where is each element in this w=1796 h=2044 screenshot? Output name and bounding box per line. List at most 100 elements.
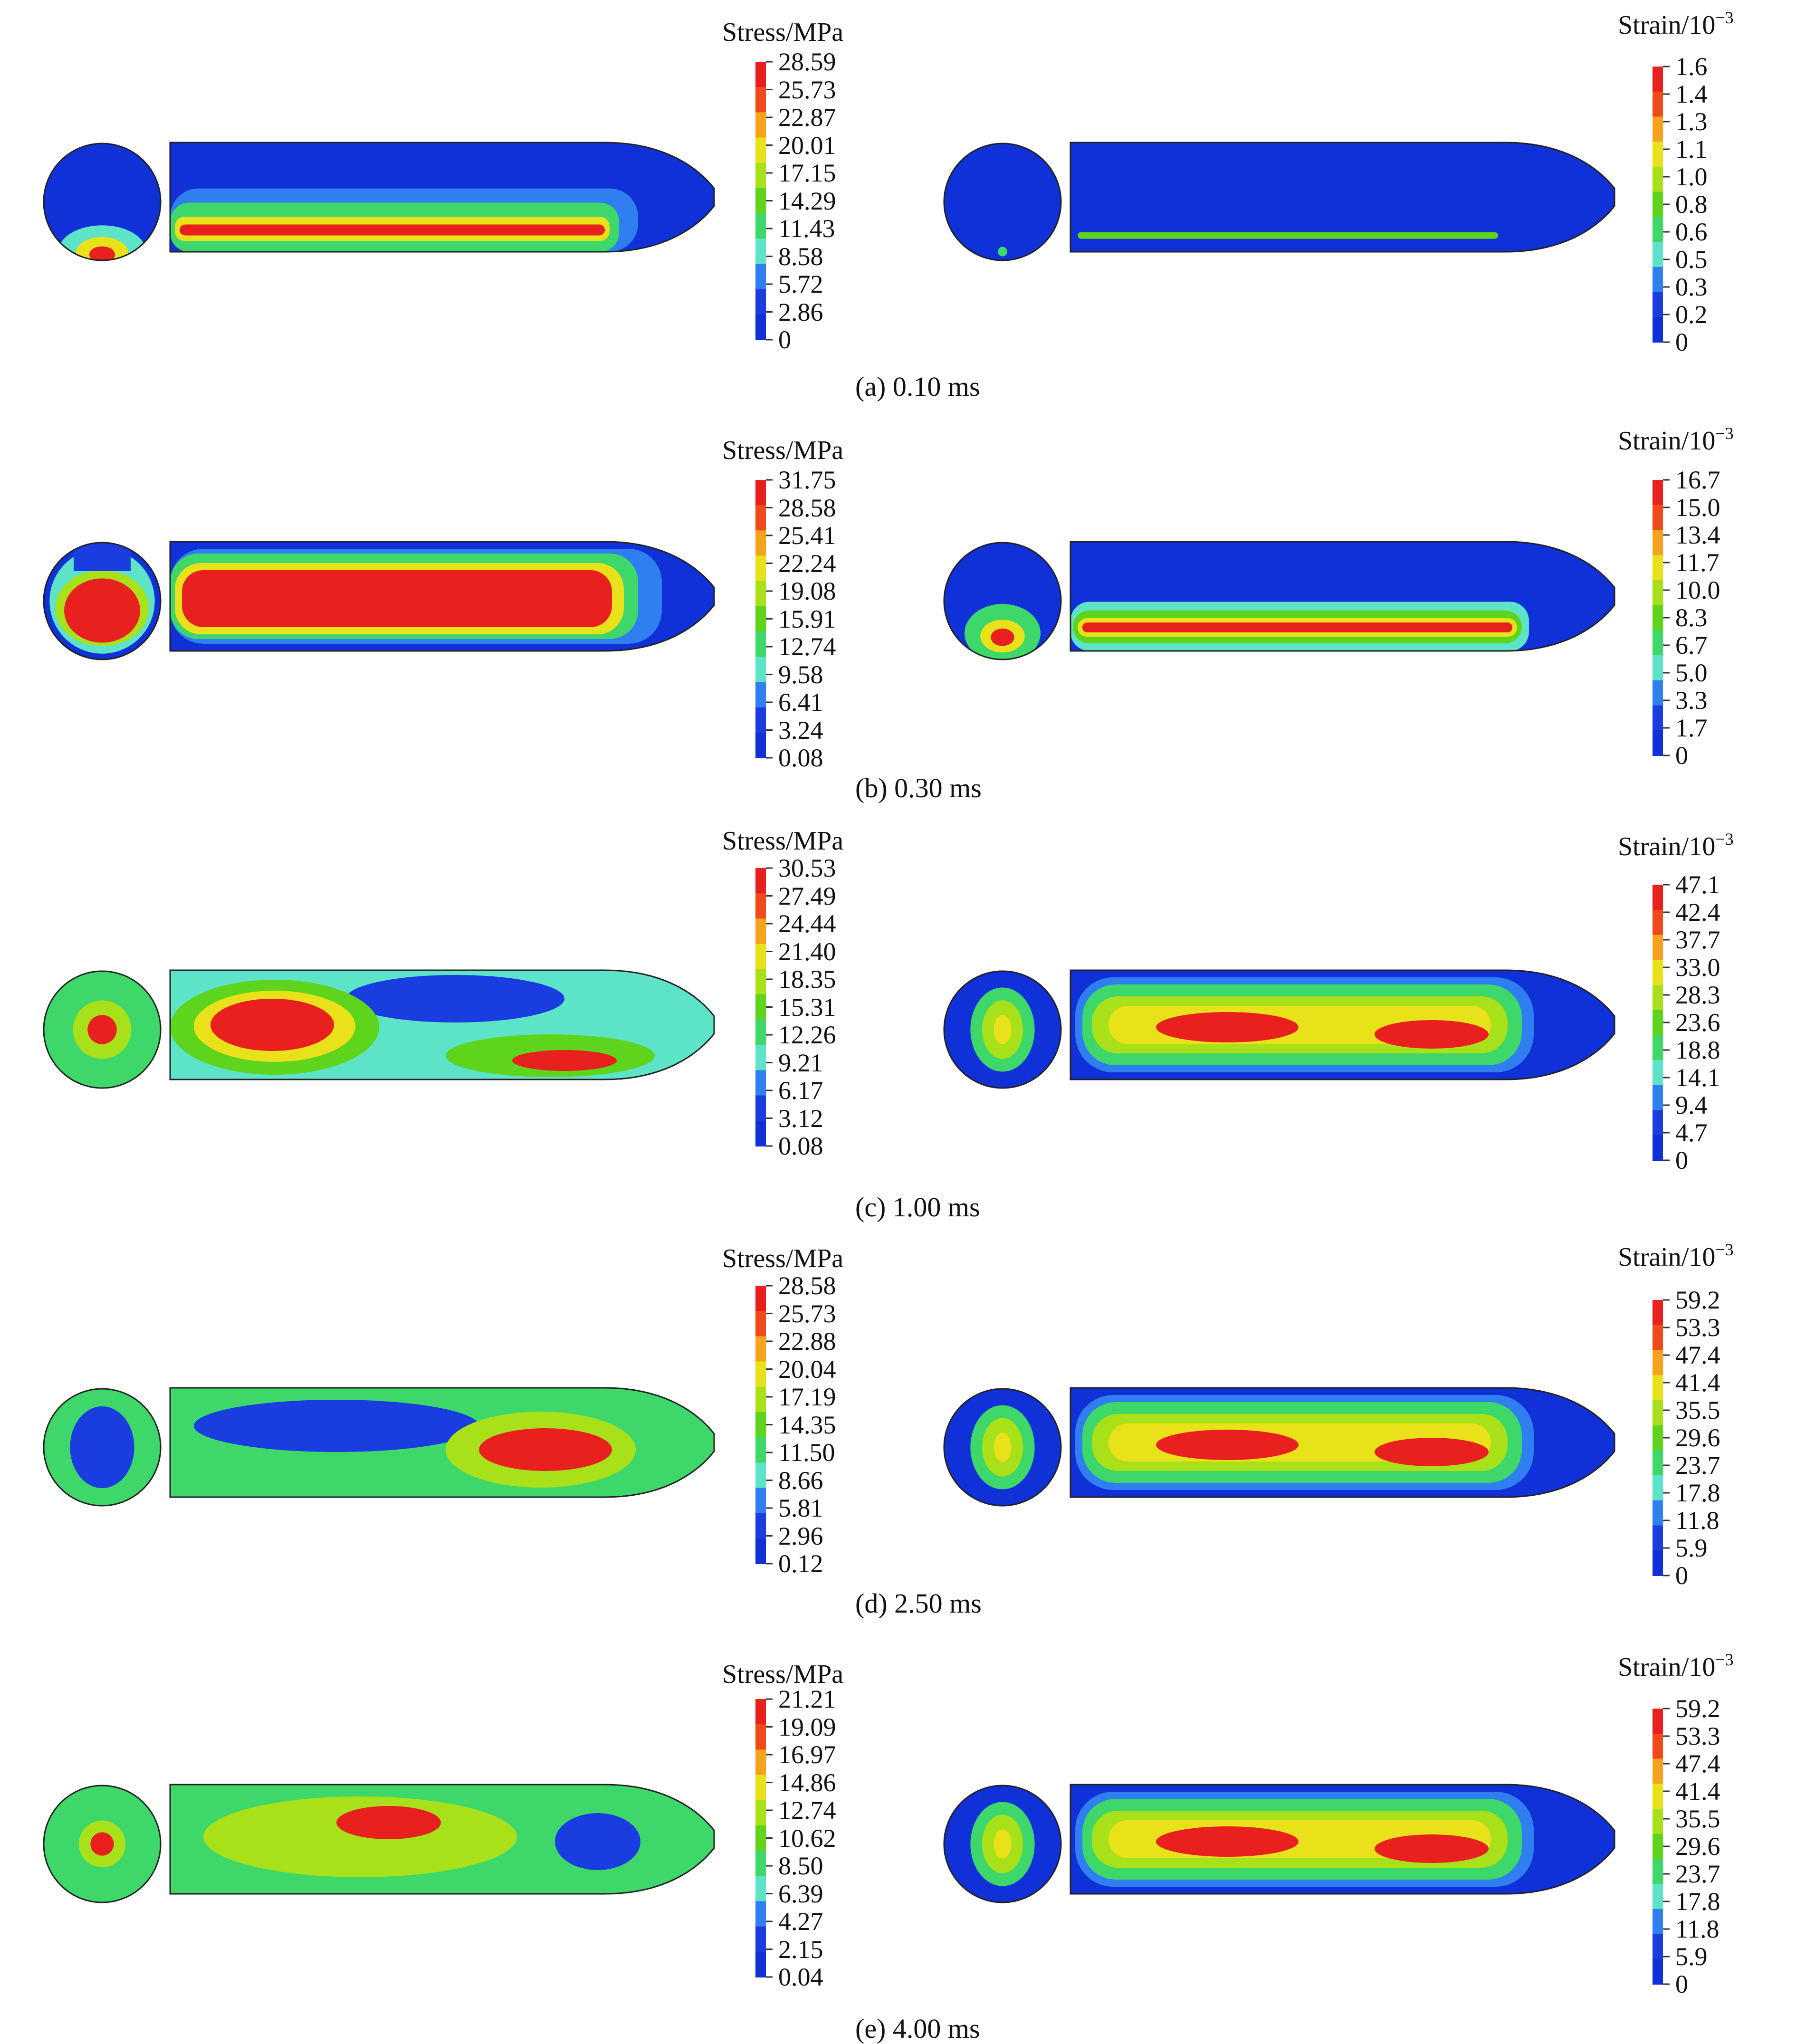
colorbar-segment [755,994,766,1021]
colorbar-segment [755,1538,766,1564]
colorbar-segment [1653,555,1663,581]
strain-tick-label: 1.7 [1675,714,1708,742]
colorbar-segment [755,1020,766,1046]
colorbar-segment [755,505,766,531]
stress-tick-label: 9.21 [778,1048,823,1077]
cross-section-field [944,971,1061,1088]
colorbar-segment [755,893,766,919]
longitudinal-field [1070,1785,1614,1894]
colorbar-segment [1653,1350,1663,1376]
colorbar-segment [1653,1300,1663,1326]
colorbar-segment [1653,1060,1663,1086]
colorbar-segment [755,555,766,582]
colorbar-segment [1653,116,1663,143]
stress-tick-label: 2.86 [778,297,823,326]
colorbar-segment [755,1386,766,1413]
stress-tick-label: 30.53 [778,854,836,882]
stress-tick-label: 22.87 [778,103,836,132]
longitudinal-field [1070,143,1614,252]
colorbar-segment [755,137,766,163]
projectile-outline [169,969,715,1080]
projectile-outline [169,1387,715,1498]
colorbar-segment [755,162,766,189]
colorbar-segment [1653,242,1663,267]
strain-tick-label: 3.3 [1675,686,1708,715]
colorbar-segment [755,1437,766,1463]
stress-tick-label: 6.39 [778,1879,823,1908]
strain-tick-label: 16.7 [1675,466,1720,494]
strain-tick-label: 29.6 [1675,1423,1720,1452]
strain-tick-label: 1.1 [1675,135,1708,163]
stress-tick-label: 0 [778,325,791,354]
colorbar-segment [1653,730,1663,756]
strain-tick-label: 0 [1675,328,1688,356]
colorbar-segment [755,707,766,733]
cross-section-outline [943,143,1062,261]
strain-tick-label: 35.5 [1675,1805,1720,1833]
stress-tick-label: 25.41 [778,521,836,550]
colorbar-segment [1653,1550,1663,1576]
longitudinal-field [170,143,714,252]
colorbar-segment [755,1120,766,1146]
colorbar-segment [755,1699,766,1725]
colorbar-segment [1653,1834,1663,1860]
colorbar-segment [1653,480,1663,506]
colorbar-segment [1653,1709,1663,1734]
longitudinal-field [170,970,714,1079]
strain-tick-label: 37.7 [1675,926,1720,954]
strain-legend-title: Strain/10−3 [1618,830,1734,860]
stress-tick-label: 0.04 [778,1963,823,1991]
colorbar-segment [755,1724,766,1750]
colorbar-segment [755,62,766,88]
cross-section-field [44,543,161,659]
colorbar-segment [755,1070,766,1096]
strain-tick-label: 42.4 [1675,898,1720,926]
strain-tick-label: 28.3 [1675,981,1720,1009]
stress-tick-label: 3.24 [778,716,823,745]
strain-legend-exponent: −3 [1715,830,1734,849]
cross-section-outline [43,542,162,660]
stress-tick-label: 4.27 [778,1907,823,1936]
stress-tick-label: 14.29 [778,186,836,215]
strain-tick-label: 1.3 [1675,107,1708,136]
strain-tick-label: 1.6 [1675,52,1708,81]
colorbar-segment [755,1412,766,1438]
cross-section-outline [943,970,1062,1089]
stress-legend-title: Stress/MPa [722,436,844,465]
stress-tick-label: 22.24 [778,549,836,578]
colorbar-segment [1653,680,1663,706]
strain-tick-label: 0 [1675,1970,1688,1998]
colorbar-segment [1653,705,1663,731]
colorbar-segment [1653,1758,1663,1785]
strain-tick-label: 14.1 [1675,1063,1720,1092]
stress-tick-label: 10.62 [778,1824,836,1853]
projectile-outline [169,1784,715,1895]
stress-tick-label: 0.08 [778,1132,823,1160]
colorbar-segment [755,87,766,113]
stress-tick-label: 8.66 [778,1466,823,1495]
strain-tick-label: 6.7 [1675,631,1708,659]
colorbar-segment [1653,1934,1663,1960]
colorbar-segment [1653,142,1663,167]
colorbar-segment [1653,1909,1663,1935]
colorbar-segment [755,1311,766,1337]
stress-tick-label: 12.74 [778,632,836,661]
cross-section-outline [43,143,162,261]
strain-legend-title-text: Strain/10 [1618,1652,1716,1682]
projectile-outline [1070,1784,1615,1895]
projectile-outline [1070,541,1615,652]
stress-tick-label: 19.09 [778,1712,836,1741]
colorbar-segment [755,1749,766,1776]
projectile-outline [1070,1387,1615,1498]
stress-tick-label: 17.15 [778,159,836,187]
colorbar-segment [1653,267,1663,293]
projectile-outline [169,541,715,652]
colorbar-segment [755,264,766,290]
colorbar-segment [1653,292,1663,318]
strain-legend-exponent: −3 [1715,1650,1734,1669]
longitudinal-field [170,542,714,651]
colorbar-segment [755,581,766,607]
cross-section-field [944,1786,1061,1902]
colorbar-segment [1653,1808,1663,1834]
cross-section-outline [43,1388,162,1507]
